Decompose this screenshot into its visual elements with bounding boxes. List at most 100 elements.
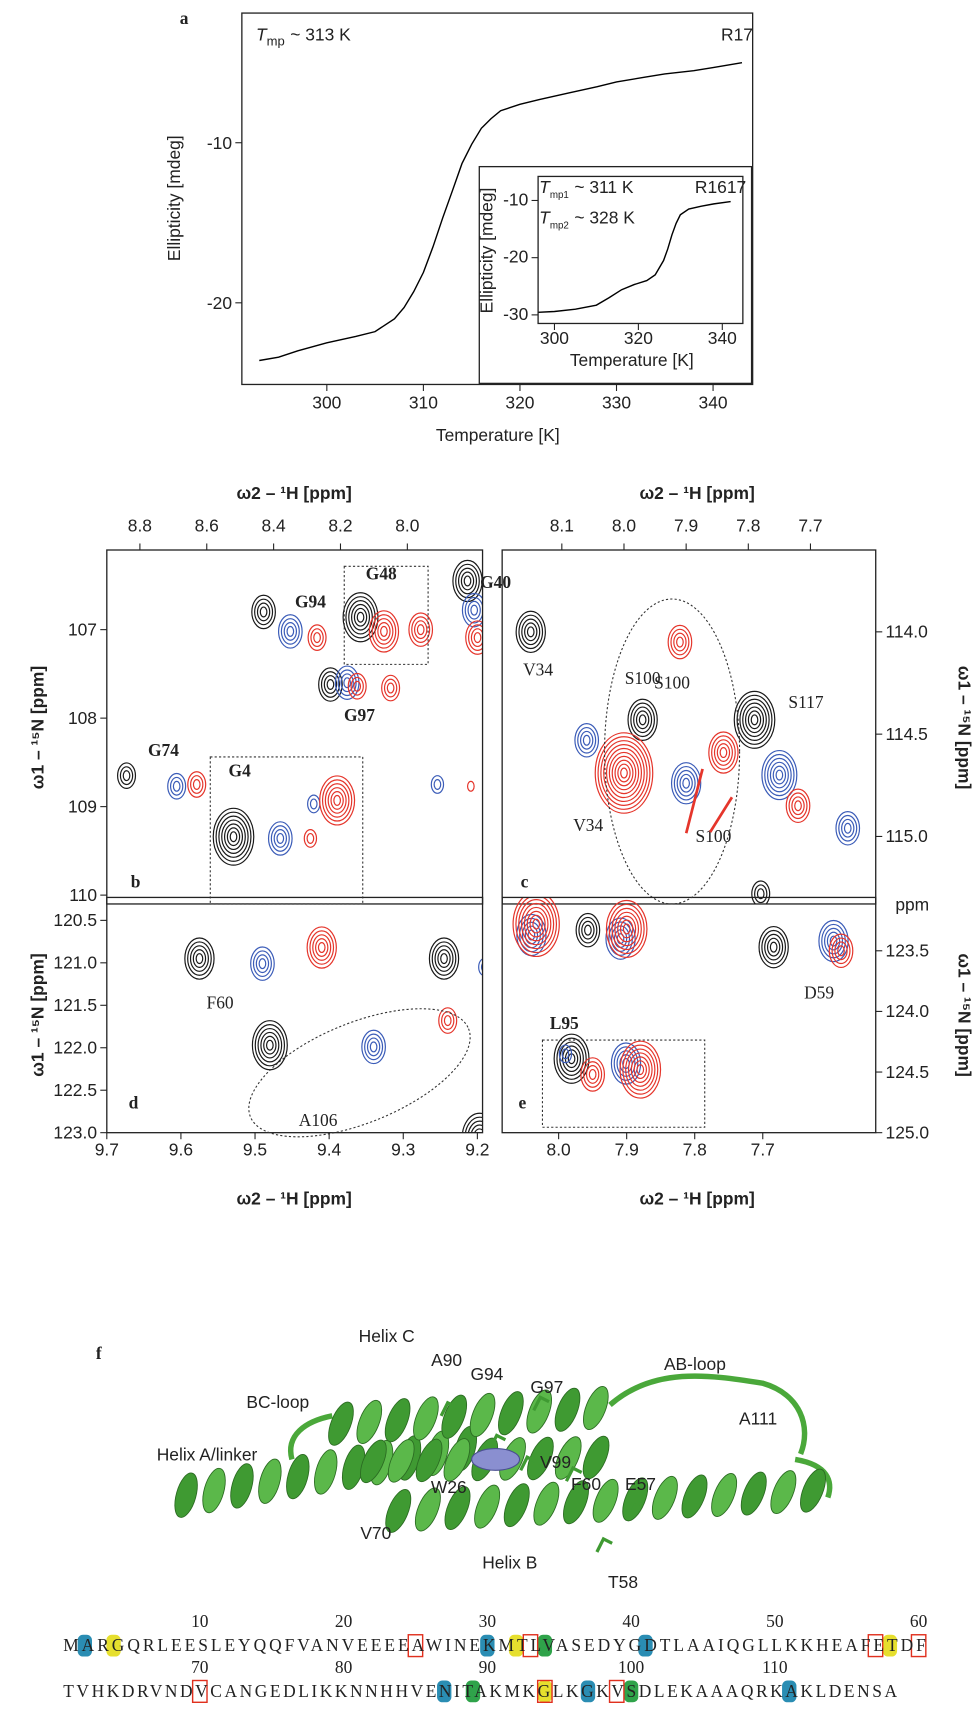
contour-ring	[372, 615, 396, 648]
contour-ring	[453, 560, 482, 601]
contour-ring	[709, 732, 738, 773]
contour-ring	[748, 711, 760, 729]
peak	[752, 881, 770, 906]
x-tick-label: 320	[624, 328, 653, 348]
x-tick-label: 7.9	[615, 1140, 639, 1160]
contour-ring	[252, 595, 276, 628]
peak	[348, 674, 366, 699]
helix-turn	[578, 1383, 613, 1433]
peak	[453, 560, 482, 601]
contour-ring	[346, 597, 375, 638]
contour-ring	[260, 607, 267, 617]
highlight-ellipse	[232, 982, 488, 1163]
y-tick-label: 107	[68, 619, 97, 639]
structure-label: V70	[360, 1523, 391, 1543]
contour-ring	[740, 699, 769, 740]
structure-label: Helix A/linker	[157, 1445, 258, 1465]
structure-label: T58	[608, 1572, 638, 1592]
y-tick-label: -10	[503, 189, 528, 209]
peak-label: S117	[788, 692, 823, 712]
peak-label: F60	[207, 993, 234, 1013]
contour-ring	[527, 627, 534, 637]
annotation-subscript: mp1	[550, 190, 569, 201]
helix-turn	[254, 1457, 285, 1506]
contour-ring	[307, 834, 314, 844]
annotation-subscript: mp2	[550, 221, 569, 232]
contour-ring	[618, 764, 630, 782]
helix-turn	[677, 1472, 712, 1522]
contour-ring	[639, 715, 646, 725]
x-axis-label: ω2 – ¹H [ppm]	[236, 483, 351, 503]
contour-ring	[576, 914, 600, 947]
peak	[575, 724, 599, 757]
y-tick-label: 108	[68, 708, 97, 728]
peak	[251, 947, 275, 980]
annotation-text: ~ 328 K	[574, 207, 635, 227]
structure-label: Helix C	[359, 1326, 415, 1346]
y-tick-label: 121.0	[53, 953, 97, 973]
structure-label: A111	[739, 1409, 777, 1429]
contour-ring	[196, 954, 203, 964]
peak	[516, 611, 545, 652]
contour-ring	[822, 924, 846, 957]
highlight-ellipse	[605, 599, 740, 904]
x-tick-label: 9.2	[465, 1140, 489, 1160]
peak	[836, 812, 860, 845]
peak-label: G97	[344, 705, 375, 725]
contour-ring	[227, 828, 239, 846]
contour-ring	[311, 629, 323, 647]
contour-ring	[362, 1030, 386, 1063]
contour-ring	[525, 623, 537, 641]
contour-ring	[631, 703, 655, 736]
peak	[320, 776, 355, 825]
x-axis-label: ω2 – ¹H [ppm]	[639, 1189, 754, 1209]
contour-ring	[468, 781, 475, 791]
contour-ring	[310, 931, 334, 964]
contour-ring	[323, 780, 352, 821]
contour-ring	[456, 564, 480, 597]
contour-ring	[257, 603, 269, 621]
contour-ring	[560, 1042, 584, 1075]
x-axis-label: Temperature [K]	[436, 425, 560, 445]
y-tick-label: 121.5	[53, 995, 97, 1015]
contour-ring	[222, 820, 246, 853]
y-axis-label: Ellipticity [mdeg]	[476, 188, 496, 314]
contour-ring	[432, 942, 456, 975]
peak	[759, 927, 788, 968]
contour-ring	[759, 927, 788, 968]
contour-ring	[765, 754, 794, 795]
contour-ring	[479, 958, 491, 976]
contour-ring	[829, 934, 853, 967]
helix-turn	[310, 1447, 341, 1496]
x-tick-label: 330	[602, 392, 631, 412]
peak-label: A106	[299, 1110, 338, 1130]
y-tick-label: 115.0	[886, 826, 928, 846]
y-tick-label: 122.0	[53, 1037, 97, 1057]
contour-ring	[354, 681, 361, 691]
contour-ring	[324, 676, 336, 694]
contour-ring	[674, 767, 698, 800]
x-tick-label: 7.7	[798, 515, 822, 535]
contour-ring	[717, 744, 729, 762]
x-tick-label: 7.8	[683, 1140, 707, 1160]
y-axis-label: ω1 – ¹⁵N [ppm]	[954, 953, 974, 1076]
peak	[595, 733, 653, 813]
contour-ring	[674, 633, 686, 651]
structure-label: AB-loop	[664, 1354, 726, 1374]
contour-ring	[677, 637, 684, 647]
contour-ring	[589, 1070, 596, 1080]
residue-number: 90	[479, 1657, 497, 1677]
annotation-text: ~ 313 K	[290, 24, 351, 44]
contour-ring	[316, 939, 328, 957]
contour-ring	[431, 776, 443, 794]
structure-label: E57	[625, 1474, 656, 1494]
residue-number: 70	[191, 1657, 209, 1677]
y-tick-label: 123.5	[886, 941, 930, 961]
contour-ring	[325, 784, 349, 817]
contour-ring	[258, 1029, 282, 1062]
x-tick-label: 8.0	[612, 515, 636, 535]
contour-ring	[349, 601, 373, 634]
contour-ring	[637, 711, 649, 729]
contour-ring	[581, 731, 593, 749]
helix-turn	[706, 1470, 741, 1520]
